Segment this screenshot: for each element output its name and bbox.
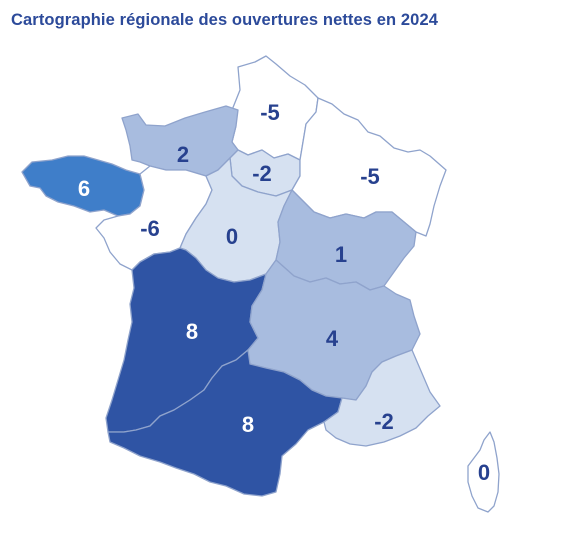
- region-value: 0: [478, 460, 490, 485]
- region-occitanie[interactable]: 8: [107, 349, 343, 497]
- map-title: Cartographie régionale des ouvertures ne…: [11, 11, 439, 29]
- region-value: -2: [252, 161, 272, 186]
- region-value: -5: [360, 164, 380, 189]
- region-provence-alpes-cote-d-azur[interactable]: -2: [323, 349, 441, 447]
- region-corse[interactable]: 0: [467, 431, 500, 513]
- region-value: 1: [335, 242, 347, 267]
- region-value: -6: [140, 216, 160, 241]
- region-pays-de-la-loire[interactable]: -6: [95, 165, 213, 271]
- region-value: -2: [374, 409, 394, 434]
- region-value: 0: [226, 224, 238, 249]
- region-value: 4: [326, 326, 339, 351]
- region-value: 8: [186, 319, 198, 344]
- region-nouvelle-aquitaine[interactable]: 8: [105, 247, 267, 433]
- region-value: 8: [242, 412, 254, 437]
- region-value: -5: [260, 100, 280, 125]
- region-value: 2: [177, 142, 189, 167]
- region-normandie[interactable]: 2: [121, 105, 239, 177]
- region-bretagne[interactable]: 6: [21, 155, 145, 217]
- region-value: 6: [78, 176, 90, 201]
